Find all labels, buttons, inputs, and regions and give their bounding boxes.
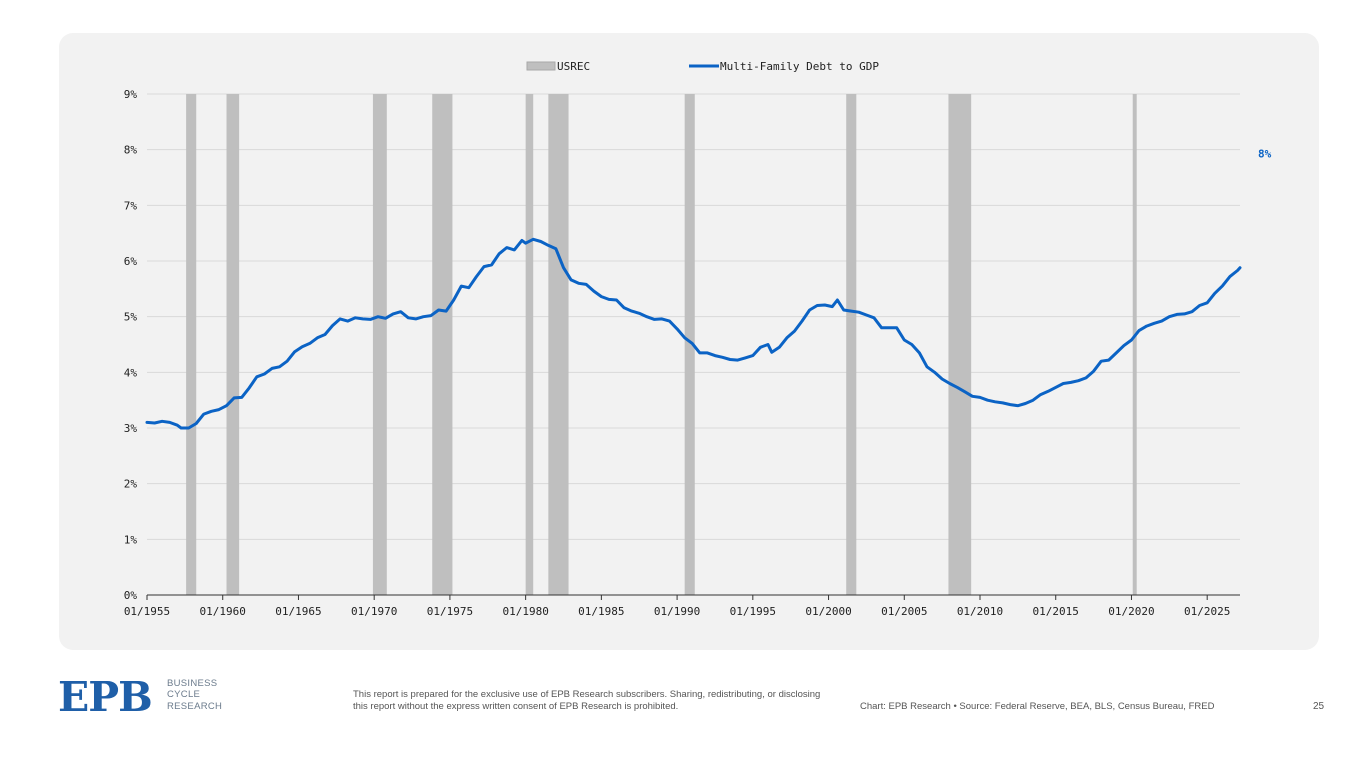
footer-disclaimer: This report is prepared for the exclusiv… — [353, 689, 821, 712]
recession-band — [186, 94, 197, 595]
series-group: 8% — [145, 148, 1272, 430]
x-tick-label: 01/2015 — [1033, 605, 1079, 618]
recession-band — [846, 94, 857, 595]
y-tick-label: 1% — [124, 533, 138, 546]
y-tick-label: 9% — [124, 88, 138, 101]
tagline-line: RESEARCH — [167, 700, 223, 712]
page-number: 25 — [1313, 701, 1325, 712]
legend-label-usrec: USREC — [557, 60, 590, 73]
tagline-line: BUSINESS — [167, 677, 218, 689]
footer-source: Chart: EPB Research • Source: Federal Re… — [860, 701, 1215, 712]
recession-band — [432, 94, 453, 595]
x-tick-label: 01/2010 — [957, 605, 1003, 618]
y-tick-label: 6% — [124, 255, 138, 268]
y-tick-label: 8% — [124, 144, 138, 157]
recession-bands — [186, 94, 1137, 595]
axes: 0% 1% 2% 3% 4% 5% 6% 7% 8% 9% 01/1955 01/1960 01/196… — [124, 88, 1240, 618]
y-tick-label: 7% — [124, 199, 138, 212]
legend: USREC Multi-Family Debt to GDP — [526, 60, 879, 73]
x-tick-label: 01/1975 — [427, 605, 473, 618]
epb-logo-mark: EPB — [58, 676, 153, 714]
tagline-line: CYCLE — [167, 689, 201, 701]
recession-band — [948, 94, 972, 595]
series-line — [145, 237, 1242, 430]
footer-logo: EPB BUSINESS CYCLE RESEARCH — [58, 676, 222, 714]
legend-swatch-usrec — [526, 61, 556, 71]
chart-svg: 0% 1% 2% 3% 4% 5% 6% 7% 8% 9% 01/1955 01/1960 01/196… — [124, 60, 1272, 618]
recession-band — [548, 94, 569, 595]
y-tick-label: 0% — [124, 589, 138, 602]
chart-card: 0% 1% 2% 3% 4% 5% 6% 7% 8% 9% 01/1955 01/1960 01/196… — [59, 33, 1319, 650]
recession-band — [1132, 94, 1137, 595]
y-tick-label: 2% — [124, 478, 138, 491]
x-tick-label: 01/1970 — [351, 605, 397, 618]
recession-band — [226, 94, 240, 595]
x-tick-label: 01/1965 — [275, 605, 321, 618]
x-tick-label: 01/1980 — [502, 605, 548, 618]
x-tick-label: 01/1960 — [200, 605, 246, 618]
legend-label-debt: Multi-Family Debt to GDP — [720, 60, 879, 73]
x-tick-label: 01/1990 — [654, 605, 700, 618]
last-value-label: 8% — [1258, 148, 1272, 161]
recession-band — [525, 94, 534, 595]
logo-tagline: BUSINESS CYCLE RESEARCH — [167, 678, 222, 713]
x-tick-label: 01/2025 — [1184, 605, 1230, 618]
x-tick-label: 01/1955 — [124, 605, 170, 618]
x-tick-label: 01/2005 — [881, 605, 927, 618]
x-tick-label: 01/2020 — [1108, 605, 1154, 618]
y-tick-label: 5% — [124, 311, 138, 324]
recession-band — [684, 94, 695, 595]
x-tick-label: 01/1985 — [578, 605, 624, 618]
x-tick-label: 01/1995 — [730, 605, 776, 618]
y-tick-label: 3% — [124, 422, 138, 435]
x-tick-label: 01/2000 — [805, 605, 851, 618]
recession-band — [372, 94, 387, 595]
epb-logo-text: EPB — [58, 676, 152, 714]
y-tick-label: 4% — [124, 366, 138, 379]
